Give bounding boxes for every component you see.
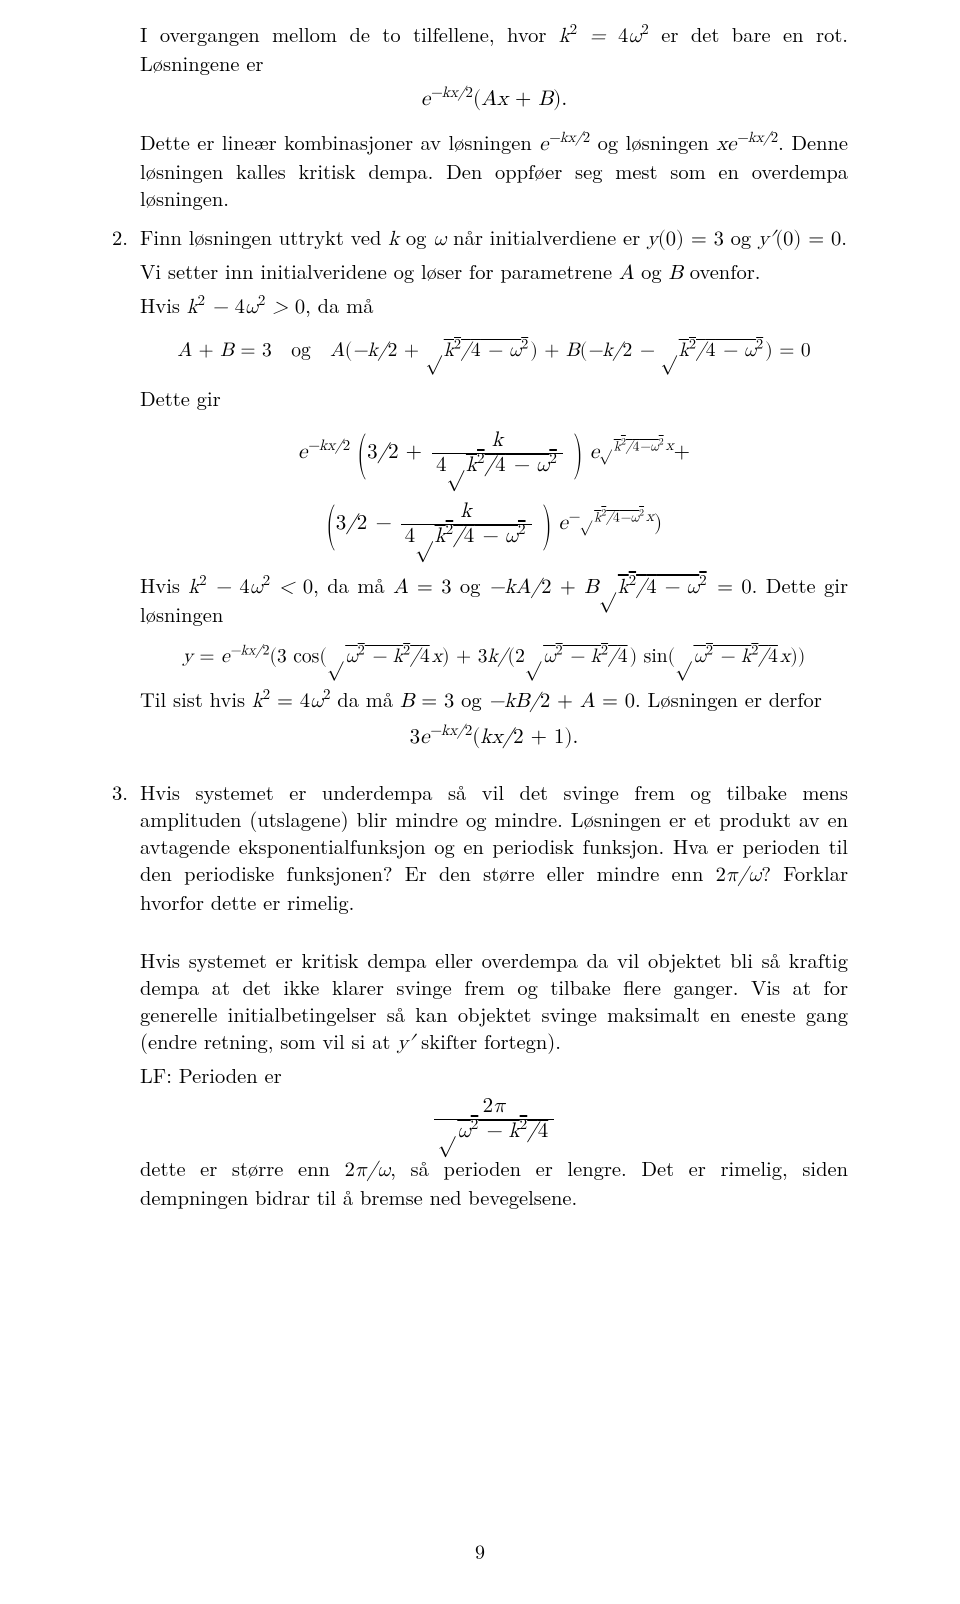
inline-math: −kA/2 + Bk2/4 − ω2 = 0 (489, 576, 752, 597)
text: Dette er lineær kombinasjoner av løsning… (140, 127, 539, 156)
display-equation-4: y = e−kx/2(3 cos(ω2 − k2/4x) + 3k/(2ω2 −… (140, 644, 848, 670)
inline-math: A (619, 262, 634, 283)
inline-math: 2π/ω (345, 1159, 391, 1180)
text: Finn løsningen uttrykt ved (140, 222, 388, 251)
text: , da må (305, 290, 373, 319)
intro-paragraph-1: I overgangen mellom de to tilfellene, hv… (140, 20, 848, 76)
question-2: Finn løsningen uttrykt ved k og ω når in… (140, 223, 848, 252)
inline-math: −kB/2 + A = 0 (488, 690, 635, 711)
inline-math: k2 = 4ω2 (252, 690, 331, 711)
inline-math: B (668, 262, 683, 283)
list-item-3: 3. Hvis systemet er underdempa så vil de… (112, 778, 848, 1215)
display-equation-3-line1: e−kx/2 (3/2 + k4k2/4 − ω2 ) ek2/4−ω2x+ (140, 429, 848, 478)
inline-math: A = 3 (393, 576, 451, 597)
solution-line-2: Hvis k2 − 4ω2 > 0, da må (140, 291, 848, 320)
text: da må (330, 684, 399, 713)
document-page: I overgangen mellom de to tilfellene, hv… (0, 0, 960, 1604)
text: dette er større enn (140, 1153, 345, 1182)
text: Vi setter inn initialveridene og løser f… (140, 256, 619, 285)
display-equation-5: 3e−kx/2(kx/2 + 1). (140, 724, 848, 752)
list-item-2: 2. Finn løsningen uttrykt ved k og ω når… (112, 223, 848, 766)
display-equation-6: 2π ω2 − k2/4 (140, 1095, 848, 1144)
text: , da må (313, 570, 393, 599)
display-equation-2: A + B = 3 og A(−k/2 + k2/4 − ω2) + B(−k/… (140, 338, 848, 364)
text: I overgangen mellom de to tilfellene, hv… (140, 19, 559, 48)
display-equation-3-line2: (3/2 − k4k2/4 − ω2 ) e−k2/4−ω2x) (140, 500, 848, 549)
page-number: 9 (0, 1538, 960, 1564)
text: og (454, 684, 488, 713)
item-body: Finn løsningen uttrykt ved k og ω når in… (140, 223, 848, 766)
solution-line-3: Dette gir (140, 384, 848, 411)
text: og (634, 256, 668, 285)
question-3-p2: Hvis systemet er kritisk dempa eller ove… (140, 946, 848, 1056)
text: når initialverdiene er (446, 222, 647, 251)
text: Hvis (140, 570, 188, 599)
inline-math: B = 3 (400, 690, 454, 711)
item-body: Hvis systemet er underdempa så vil det s… (140, 778, 848, 1215)
inline-math: 2π/ω (716, 864, 762, 885)
inline-math: ω (433, 228, 446, 249)
spacer (140, 920, 848, 946)
text: og (724, 222, 758, 251)
solution-line-5: Til sist hvis k2 = 4ω2 da må B = 3 og −k… (140, 685, 848, 714)
text: ovenfor. (683, 256, 761, 285)
text: Til sist hvis (140, 684, 252, 713)
text: og løsningen (590, 127, 716, 156)
intro-paragraph-2: Dette er lineær kombinasjoner av løsning… (140, 128, 848, 211)
inline-math: y′(0) = 0 (758, 228, 841, 249)
question-3-p1: Hvis systemet er underdempa så vil det s… (140, 778, 848, 915)
inline-math: k2 = 4ω2 (559, 25, 649, 46)
text: og (452, 570, 489, 599)
text: og (399, 222, 433, 251)
display-equation-1: e−kx/2(Ax + B). (140, 86, 848, 114)
inline-math: y′ (397, 1032, 414, 1053)
item-number: 3. (112, 778, 140, 1215)
text: . (841, 222, 847, 251)
inline-math: k2 − 4ω2 < 0 (188, 576, 313, 597)
inline-math: xe−kx/2 (716, 133, 778, 154)
solution-3-intro: LF: Perioden er (140, 1061, 848, 1088)
inline-math: k (388, 228, 399, 249)
inline-math: y(0) = 3 (647, 228, 724, 249)
solution-3-p4: dette er større enn 2π/ω, så perioden er… (140, 1154, 848, 1210)
intro-block: I overgangen mellom de to tilfellene, hv… (140, 20, 848, 211)
text: . Løsningen er derfor (635, 684, 822, 713)
solution-line-4: Hvis k2 − 4ω2 < 0, da må A = 3 og −kA/2 … (140, 571, 848, 627)
item-number: 2. (112, 223, 140, 766)
inline-math: e−kx/2 (539, 133, 590, 154)
text: Hvis (140, 290, 187, 319)
solution-line-1: Vi setter inn initialveridene og løser f… (140, 257, 848, 286)
text: skifter fortegn). (414, 1026, 561, 1055)
inline-math: k2 − 4ω2 > 0 (187, 296, 305, 317)
